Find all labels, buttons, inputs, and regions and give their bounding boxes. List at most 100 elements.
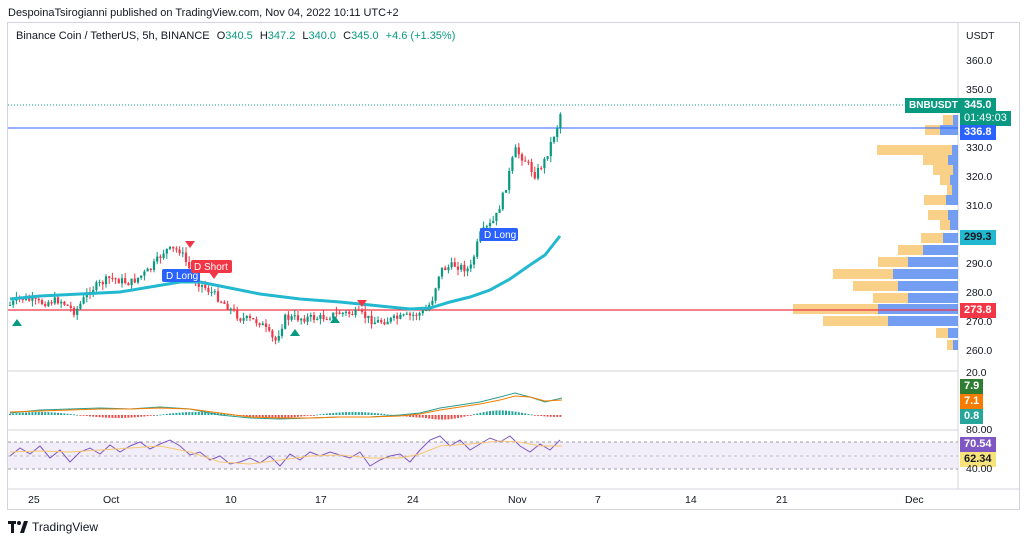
candle-body — [245, 316, 248, 319]
macd-histogram-bar — [117, 415, 120, 418]
macd-histogram-bar — [514, 411, 517, 415]
up-triangle-marker — [330, 316, 340, 323]
candle-body — [559, 114, 562, 129]
time-tick: 14 — [685, 494, 697, 506]
candle-body — [268, 327, 271, 331]
tradingview-logo[interactable]: TradingView — [8, 520, 98, 534]
time-tick: 7 — [595, 494, 601, 506]
price-tick: 280.0 — [966, 287, 993, 299]
macd-histogram-bar — [473, 414, 475, 416]
volume-profile-down-bar — [940, 175, 950, 185]
macd-histogram-bar — [15, 413, 18, 415]
volume-profile-up-bar — [953, 115, 958, 125]
candle-body — [181, 252, 184, 254]
macd-histogram-bar — [76, 414, 79, 416]
low-value: 340.0 — [308, 30, 337, 42]
macd-histogram-bar — [41, 412, 43, 415]
candle-body — [421, 310, 424, 314]
macd-tick: 20.0 — [966, 367, 987, 379]
candle-body — [117, 279, 120, 284]
candle-body — [242, 318, 245, 321]
candle-body — [527, 161, 530, 163]
candles[interactable] — [8, 112, 562, 345]
macd-histogram-bar — [495, 410, 498, 415]
macd-histogram-bar — [386, 414, 389, 416]
macd-histogram-bar — [517, 412, 520, 415]
candle-body — [296, 315, 300, 321]
rsi-signal-badge: 62.34 — [960, 452, 996, 467]
candle-body — [50, 302, 53, 304]
candle-body — [76, 308, 79, 315]
candle-body — [306, 316, 309, 322]
macd-histogram-bar — [162, 414, 165, 416]
candle-body — [168, 246, 172, 249]
macd-histogram-bar — [351, 412, 354, 415]
macd-histogram-bar — [553, 415, 555, 417]
macd-histogram-bar — [245, 415, 248, 417]
red-line-price-badge: 273.8 — [960, 303, 996, 318]
macd-histogram-bar — [188, 412, 191, 415]
volume-profile-down-bar — [793, 304, 878, 314]
macd-histogram-bar — [447, 415, 450, 420]
macd-histogram-bar — [300, 415, 303, 417]
candle-body — [120, 278, 124, 284]
macd-histogram-bar — [95, 415, 98, 417]
macd-histogram-bar — [383, 414, 386, 415]
volume-profile-up-bar — [952, 185, 958, 195]
macd-histogram-bar — [293, 415, 296, 418]
open-label: O — [216, 30, 226, 42]
macd-histogram-bar — [79, 415, 82, 416]
symbol-name[interactable]: Binance Coin / TetherUS, 5h, BINANCE — [16, 30, 210, 42]
price-tick: 310.0 — [966, 200, 993, 212]
open-value: 340.5 — [225, 30, 253, 42]
macd-histogram-bar — [261, 415, 264, 418]
d-short-label-box[interactable] — [191, 260, 232, 273]
candle-body — [556, 128, 559, 138]
candle-body — [104, 276, 108, 285]
candle-body — [412, 314, 415, 316]
candle-body — [146, 268, 149, 272]
candle-body — [229, 308, 232, 311]
candle-body — [130, 278, 133, 286]
currency-label: USDT — [966, 30, 995, 42]
candle-body — [399, 314, 402, 319]
macd-histogram-bar — [60, 413, 63, 415]
candle-body — [175, 248, 178, 250]
volume-profile-down-bar — [898, 245, 923, 255]
d-long-label-box[interactable] — [162, 269, 200, 282]
volume-profile-down-bar — [878, 257, 908, 267]
candle-body — [338, 312, 341, 315]
candle-body — [40, 300, 44, 305]
candle-body — [332, 312, 335, 319]
candle-body — [133, 278, 136, 283]
volume-profile-down-bar — [921, 233, 943, 243]
macd-histogram-bar — [437, 415, 440, 420]
volume-profile-down-bar — [936, 328, 948, 338]
high-label: H — [259, 30, 268, 42]
symbol-legend[interactable]: Binance Coin / TetherUS, 5h, BINANCE O34… — [16, 30, 455, 42]
macd-histogram-bar — [409, 415, 411, 417]
up-triangle-marker — [12, 319, 22, 326]
d-long-label-box[interactable] — [480, 228, 518, 241]
down-triangle-marker — [209, 272, 219, 279]
macd-histogram-bar — [28, 412, 31, 415]
candle-body — [172, 246, 175, 249]
macd-histogram-bar — [357, 412, 360, 415]
candle-body — [325, 319, 328, 321]
macd-histogram-bar — [191, 412, 194, 415]
macd-histogram-bar — [242, 415, 245, 416]
macd-histogram-bar — [82, 415, 85, 416]
macd-pane[interactable] — [9, 392, 563, 420]
candle-body — [271, 330, 274, 338]
macd-histogram-bar — [338, 412, 341, 415]
price-tick: 260.0 — [966, 345, 993, 357]
macd-histogram-bar — [108, 415, 111, 418]
macd-histogram-bar — [98, 415, 101, 418]
macd-histogram-bar — [463, 415, 466, 417]
macd-histogram-bar — [18, 412, 21, 415]
ema-line[interactable] — [9, 235, 562, 311]
macd-histogram-bar — [197, 412, 200, 415]
candle-body — [56, 297, 60, 304]
candle-body — [101, 281, 104, 285]
